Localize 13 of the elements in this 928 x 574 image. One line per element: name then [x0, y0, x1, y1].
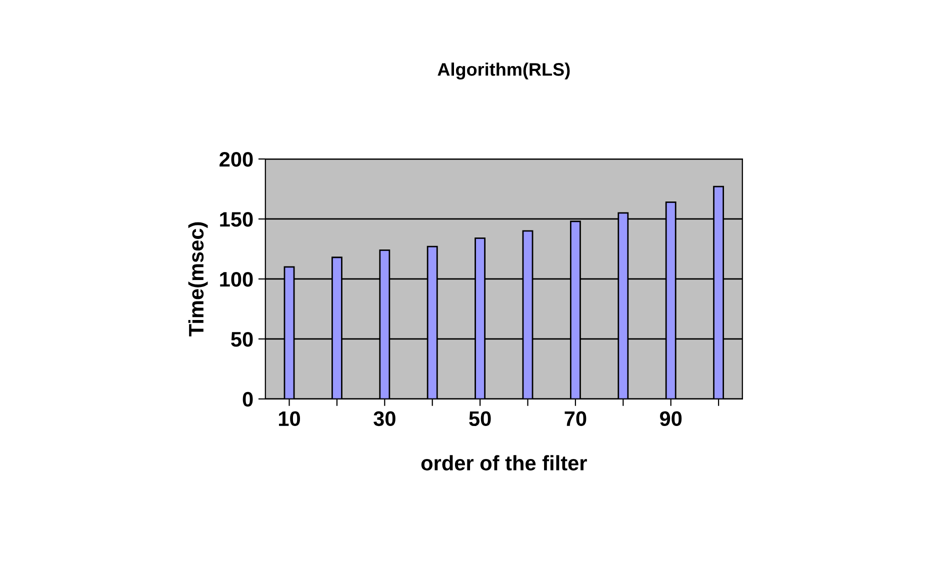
chart-title: Algorithm(RLS): [438, 62, 570, 80]
x-axis-title: order of the filter: [421, 455, 587, 470]
x-tick-label: 50: [469, 411, 491, 426]
x-tick-label: 30: [374, 411, 396, 426]
y-tick-label: 150: [220, 212, 253, 227]
x-tick-label: 90: [660, 411, 682, 426]
x-tick-label: 10: [278, 411, 300, 426]
y-axis-title: Time(msec): [188, 222, 208, 336]
x-tick-label: 70: [564, 411, 586, 426]
y-tick-label: 200: [220, 152, 253, 167]
y-tick-label: 100: [220, 272, 253, 287]
y-tick-label: 50: [231, 332, 253, 347]
y-tick-label: 0: [242, 392, 253, 407]
